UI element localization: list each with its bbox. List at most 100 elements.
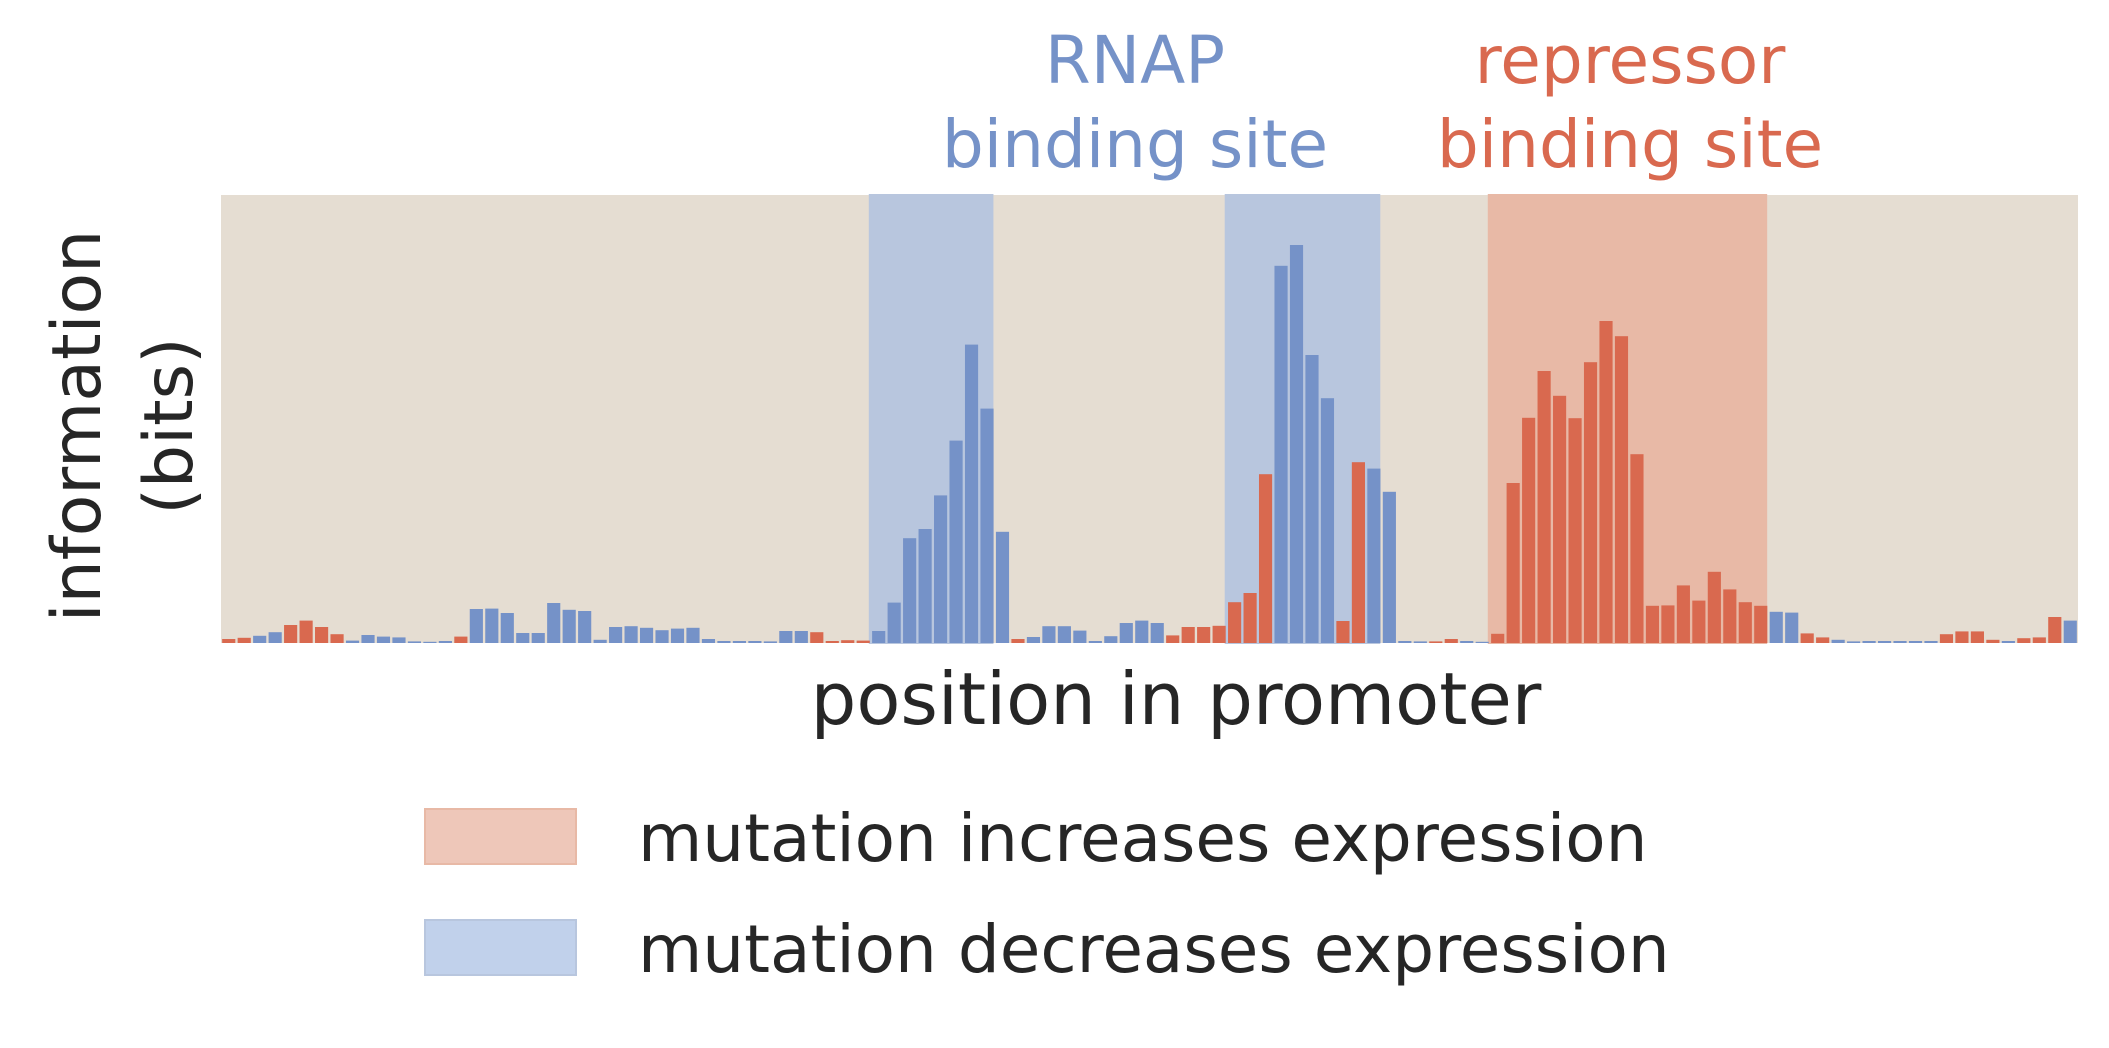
bar-position-53 [1026, 637, 1041, 643]
bar-position-50 [980, 408, 994, 643]
bar-position-106 [1847, 641, 1861, 643]
bar-position-19 [500, 613, 514, 643]
bar-position-59 [1119, 623, 1133, 643]
plot-area [221, 194, 2078, 644]
bar-position-110 [1908, 641, 1923, 643]
legend-label-decrease: mutation decreases expression [638, 911, 1670, 988]
legend-swatch-decrease [424, 919, 577, 976]
bar-position-104 [1816, 637, 1830, 643]
bar-position-37 [779, 631, 793, 643]
bar-position-2 [237, 637, 251, 643]
bar-position-28 [639, 627, 654, 643]
bar-position-47 [934, 495, 948, 643]
bar-position-81 [1460, 641, 1474, 643]
bar-position-25 [593, 639, 607, 643]
rnap-annotation-line1: RNAP [1045, 22, 1225, 99]
bar-position-105 [1831, 639, 1845, 643]
bar-position-100 [1754, 605, 1768, 643]
bar-position-45 [903, 538, 917, 643]
bar-position-61 [1150, 623, 1164, 643]
y-axis-label-line1: information [38, 230, 117, 622]
bar-position-73 [1336, 621, 1350, 643]
bar-position-13 [407, 641, 422, 643]
bar-position-3 [253, 635, 267, 643]
bar-position-113 [1955, 631, 1969, 643]
bar-position-55 [1057, 626, 1071, 643]
bar-position-7 [315, 627, 329, 643]
plot-background [221, 195, 2078, 643]
bar-position-116 [2001, 641, 2015, 643]
bar-position-42 [856, 640, 870, 643]
bar-position-46 [918, 529, 932, 643]
bar-position-43 [872, 631, 886, 643]
x-axis-label: position in promoter [811, 657, 1542, 741]
bar-position-17 [469, 609, 483, 643]
bar-position-99 [1738, 602, 1752, 643]
bar-position-114 [1970, 631, 1984, 643]
bar-position-5 [284, 625, 298, 643]
bar-position-29 [655, 630, 669, 643]
bar-position-84 [1506, 483, 1520, 643]
bar-position-27 [624, 626, 638, 643]
bar-position-108 [1877, 641, 1892, 643]
bar-position-67 [1243, 593, 1257, 643]
chart-labels: RNAP binding site repressor binding site… [38, 22, 1823, 741]
bar-position-8 [330, 634, 344, 643]
bar-position-83 [1491, 633, 1505, 643]
bar-position-86 [1537, 371, 1551, 643]
bar-position-80 [1444, 639, 1458, 643]
bar-position-44 [887, 602, 901, 643]
bar-position-70 [1289, 245, 1304, 643]
bar-position-65 [1212, 625, 1226, 643]
repressor-annotation-line2: binding site [1437, 106, 1823, 183]
bar-position-16 [454, 636, 468, 643]
legend: mutation increases expression mutation de… [424, 800, 1670, 988]
bar-position-95 [1676, 585, 1690, 643]
bar-position-115 [1986, 639, 2000, 643]
bar-position-111 [1924, 641, 1938, 643]
bar-position-68 [1258, 474, 1273, 643]
bar-position-24 [578, 611, 592, 643]
bar-position-57 [1088, 641, 1102, 643]
bar-position-120 [2063, 620, 2077, 643]
bar-position-96 [1692, 600, 1706, 643]
bar-position-92 [1630, 454, 1644, 643]
bar-position-64 [1197, 627, 1211, 643]
bar-position-109 [1893, 641, 1907, 643]
bar-position-31 [686, 627, 700, 643]
bar-position-72 [1320, 398, 1335, 643]
bar-position-93 [1645, 605, 1660, 643]
bar-position-118 [2032, 637, 2046, 643]
bar-position-38 [794, 631, 808, 643]
bar-position-78 [1413, 641, 1427, 643]
bar-position-23 [562, 609, 576, 643]
bar-position-107 [1862, 641, 1876, 643]
bar-position-88 [1568, 418, 1582, 643]
bar-position-32 [701, 639, 716, 643]
bar-position-102 [1785, 612, 1799, 643]
bar-position-48 [949, 440, 963, 643]
bar-position-11 [376, 636, 391, 643]
bar-position-10 [361, 635, 375, 643]
bar-position-91 [1614, 336, 1629, 643]
bar-position-54 [1042, 626, 1056, 643]
y-axis-label-line2: (bits) [130, 337, 209, 514]
bar-position-112 [1939, 634, 1954, 643]
legend-label-increase: mutation increases expression [638, 800, 1647, 877]
repressor-annotation-line1: repressor [1475, 22, 1787, 99]
bar-position-26 [609, 627, 623, 643]
bar-position-33 [717, 641, 731, 643]
bar-position-6 [299, 620, 313, 643]
bar-position-69 [1274, 265, 1288, 643]
bar-position-79 [1429, 641, 1443, 643]
bar-position-39 [810, 632, 824, 643]
bar-position-51 [995, 531, 1010, 643]
bar-position-71 [1305, 355, 1319, 643]
bar-position-9 [345, 640, 360, 643]
bar-position-56 [1073, 630, 1087, 643]
bar-position-63 [1181, 627, 1195, 643]
bar-position-58 [1104, 636, 1118, 643]
bar-position-89 [1583, 362, 1598, 643]
bar-position-90 [1599, 321, 1613, 643]
